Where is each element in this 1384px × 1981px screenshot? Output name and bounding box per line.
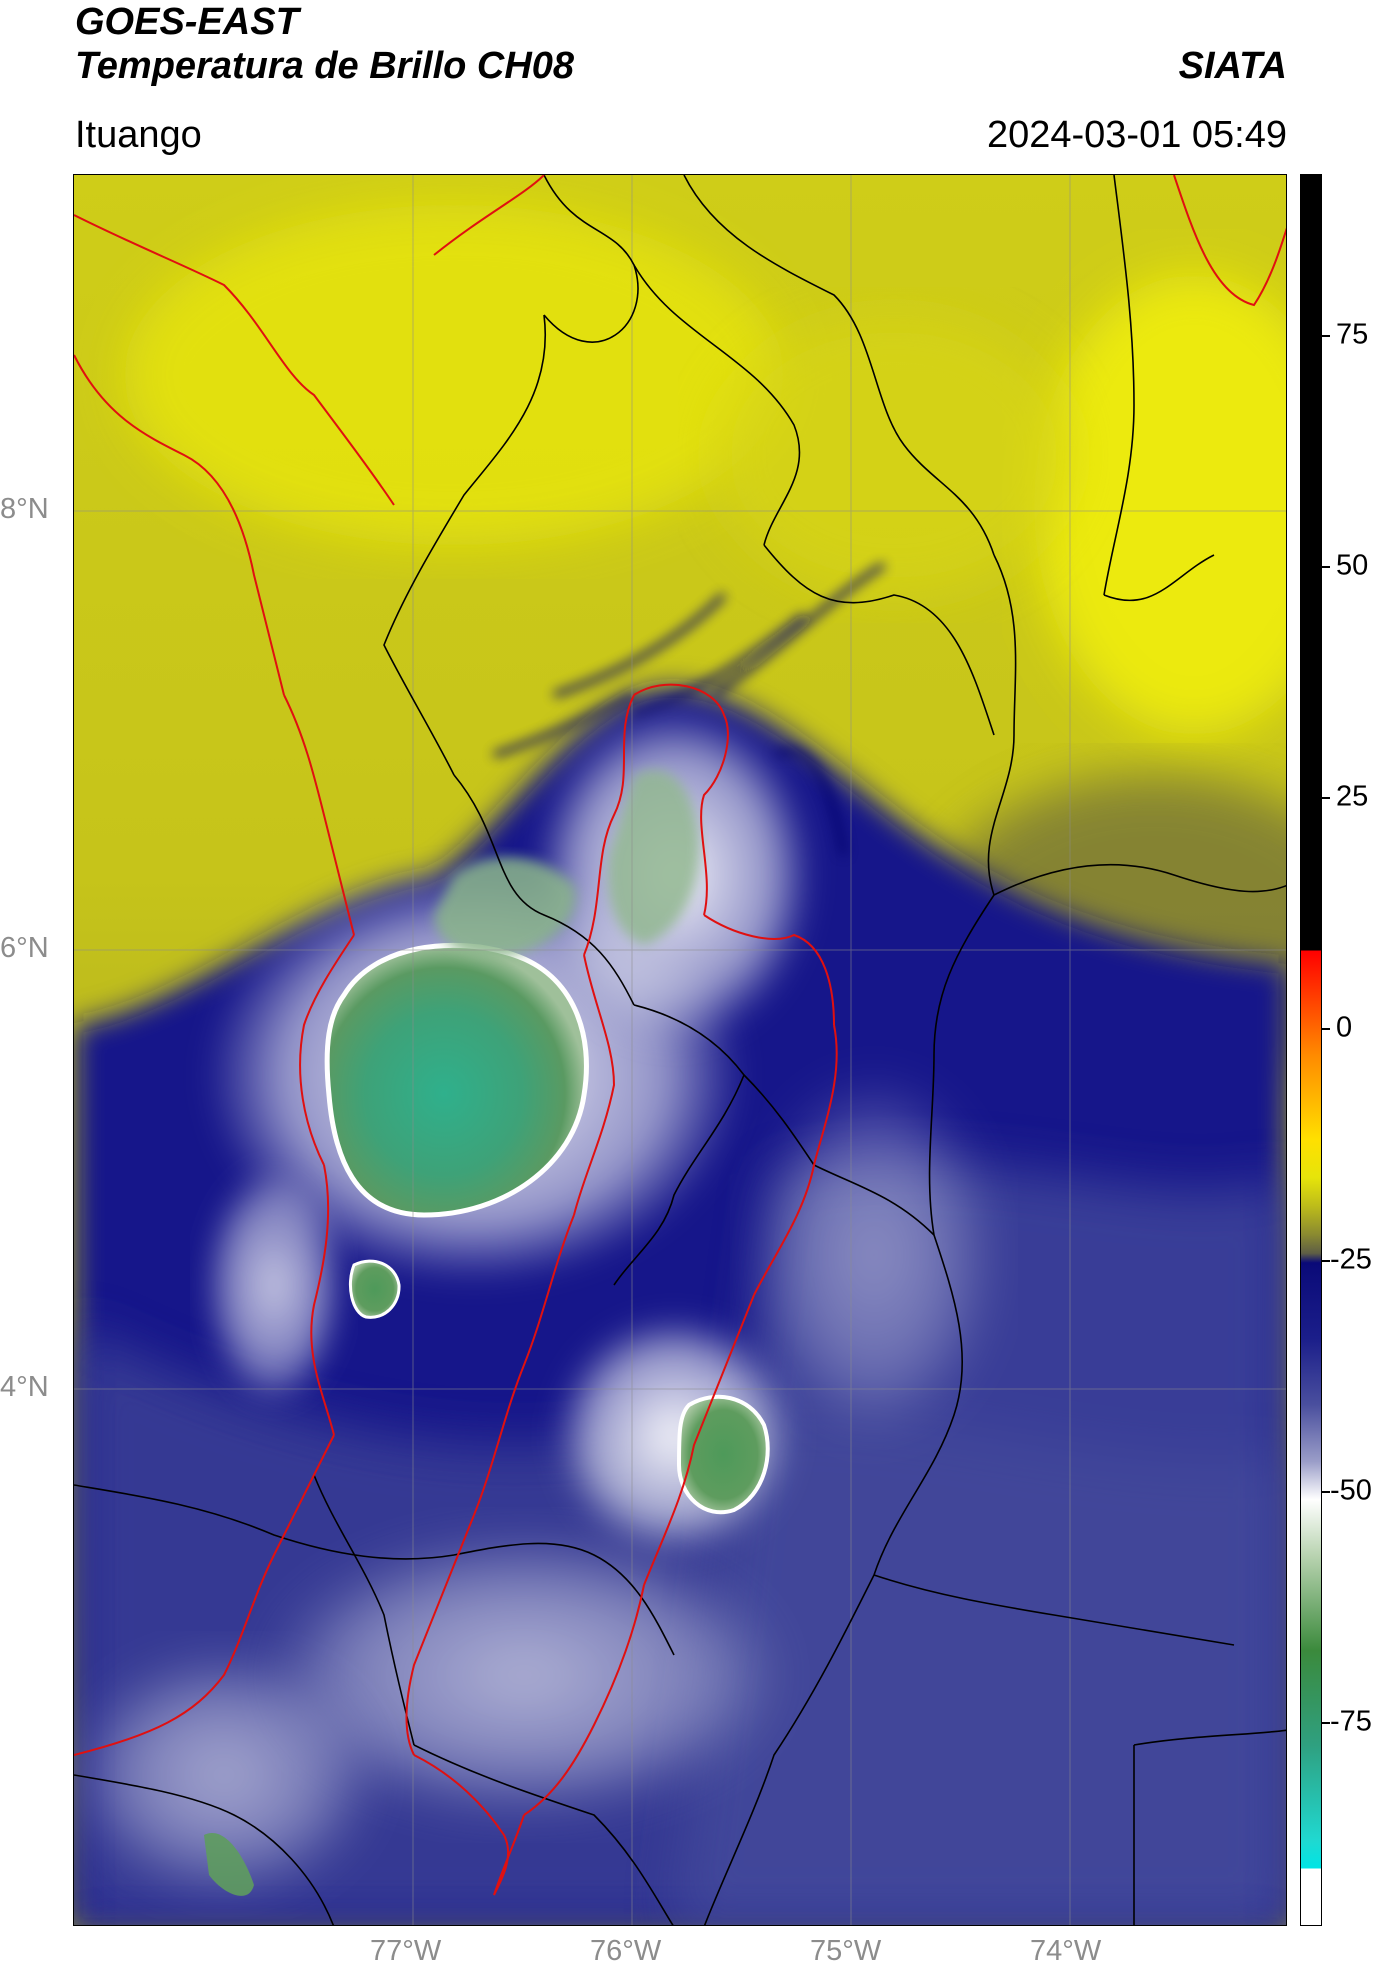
colorbar-label-minus50: -50 — [1330, 1474, 1372, 1507]
colorbar-label-minus75: -75 — [1330, 1705, 1372, 1738]
lat-label-8n: 8°N — [0, 493, 49, 525]
title-line-2: Temperatura de Brillo CH08 — [75, 45, 575, 87]
datetime-label: 2024-03-01 05:49 — [986, 114, 1287, 156]
brand-label: SIATA — [1178, 45, 1287, 87]
colorbar-label-50: 50 — [1336, 549, 1369, 582]
colorbar-label-0: 0 — [1336, 1011, 1353, 1044]
brightness-temperature-field — [74, 175, 1286, 1925]
colorbar-tick-75 — [1322, 335, 1330, 337]
lat-label-4n: 4°N — [0, 1371, 49, 1403]
green-patch-north-1 — [434, 856, 576, 958]
colorbar-tick-25 — [1322, 797, 1330, 799]
colorbar-tick-minus75 — [1322, 1722, 1330, 1724]
yellow-region-center — [714, 315, 1074, 595]
yellow-region-northeast — [1034, 275, 1286, 735]
satellite-map — [73, 174, 1287, 1926]
colorbar-label-minus25: -25 — [1330, 1243, 1372, 1276]
lat-label-6n: 6°N — [0, 932, 49, 964]
green-patch-southwest — [204, 1833, 254, 1896]
white-cloud-patch-1 — [204, 1165, 344, 1405]
lon-label-74w: 74°W — [1030, 1935, 1102, 1967]
green-patch-north-2 — [607, 769, 700, 945]
colorbar-tick-minus25 — [1322, 1260, 1330, 1262]
temperature-colorbar — [1300, 174, 1322, 1926]
red-boundaries — [74, 175, 1286, 1896]
title-line-1: GOES-EAST — [75, 1, 299, 43]
white-cloud-patch-2 — [264, 1535, 784, 1815]
colorbar-label-25: 25 — [1336, 780, 1369, 813]
colorbar-tick-minus50 — [1322, 1491, 1330, 1493]
coldest-top-small — [348, 1259, 401, 1319]
admin-boundaries — [74, 175, 1286, 1925]
colorbar-label-75: 75 — [1336, 318, 1369, 351]
colorbar-tick-0 — [1322, 1028, 1330, 1030]
lon-label-76w: 76°W — [590, 1935, 662, 1967]
colorbar-tick-50 — [1322, 566, 1330, 568]
location-label: Ituango — [75, 114, 202, 156]
lon-label-75w: 75°W — [810, 1935, 882, 1967]
lon-label-77w: 77°W — [370, 1935, 442, 1967]
white-cloud-patch-3 — [74, 1655, 374, 1895]
yellow-region-north — [124, 205, 784, 545]
